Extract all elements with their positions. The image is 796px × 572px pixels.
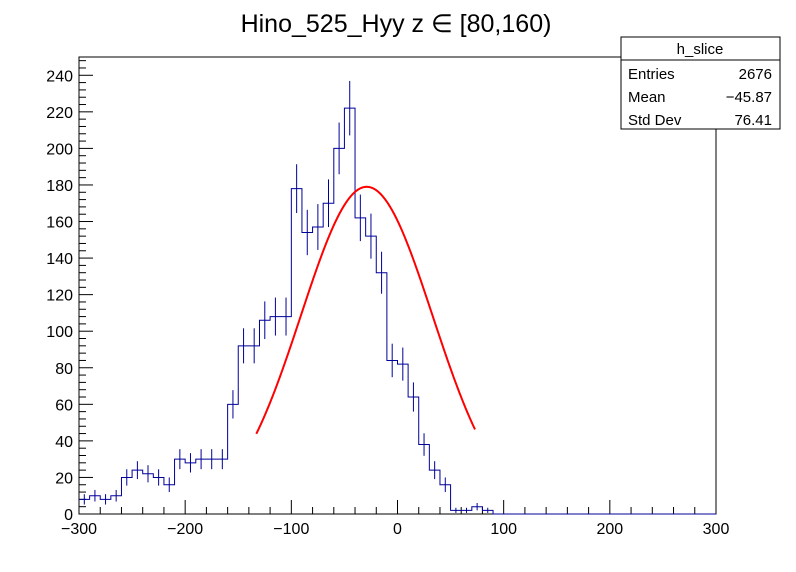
y-axis: 0 20 40 60 80 100 120 140 160 180 200 220 240: [46, 60, 93, 524]
histogram-series: [79, 107, 716, 515]
gaussian-fit-curve: [255, 185, 476, 435]
stats-label-mean: Mean: [628, 89, 666, 106]
y-tick-label: 240: [46, 68, 73, 85]
y-tick-label: 180: [46, 178, 73, 195]
stats-value-std-dev: 76.41: [734, 112, 772, 129]
x-tick-label: −300: [61, 521, 97, 538]
x-tick-label: −200: [167, 521, 203, 538]
stats-box-frame: [620, 36, 781, 130]
y-tick-label: 80: [55, 361, 73, 378]
x-tick-label: 200: [596, 521, 623, 538]
plot-frame: [78, 56, 717, 515]
y-tick-label: 220: [46, 105, 73, 122]
x-tick-label: 300: [703, 521, 730, 538]
x-tick-label: 0: [393, 521, 402, 538]
y-tick-label: 100: [46, 324, 73, 341]
x-tick-label: −100: [273, 521, 309, 538]
stats-label-entries: Entries: [628, 66, 675, 83]
y-tick-label: 20: [55, 470, 73, 487]
stats-label-std-dev: Std Dev: [628, 112, 682, 129]
x-axis: −300 −200 −100 0 100 200 300: [61, 500, 729, 538]
stats-box-title: h_slice: [677, 41, 724, 58]
y-tick-label: 120: [46, 288, 73, 305]
y-tick-label: 200: [46, 141, 73, 158]
stats-value-mean: −45.87: [726, 89, 772, 106]
y-tick-label: 60: [55, 397, 73, 414]
y-tick-label: 140: [46, 251, 73, 268]
y-tick-label: 40: [55, 434, 73, 451]
chart-title: Hino_525_Hyy z ∈ [80,160): [241, 10, 552, 38]
stats-value-entries: 2676: [739, 66, 772, 83]
y-tick-label: 0: [64, 507, 73, 524]
y-tick-label: 160: [46, 215, 73, 232]
stats-box: h_slice Entries 2676 Mean −45.87 Std Dev…: [620, 36, 781, 130]
x-tick-label: 100: [490, 521, 517, 538]
